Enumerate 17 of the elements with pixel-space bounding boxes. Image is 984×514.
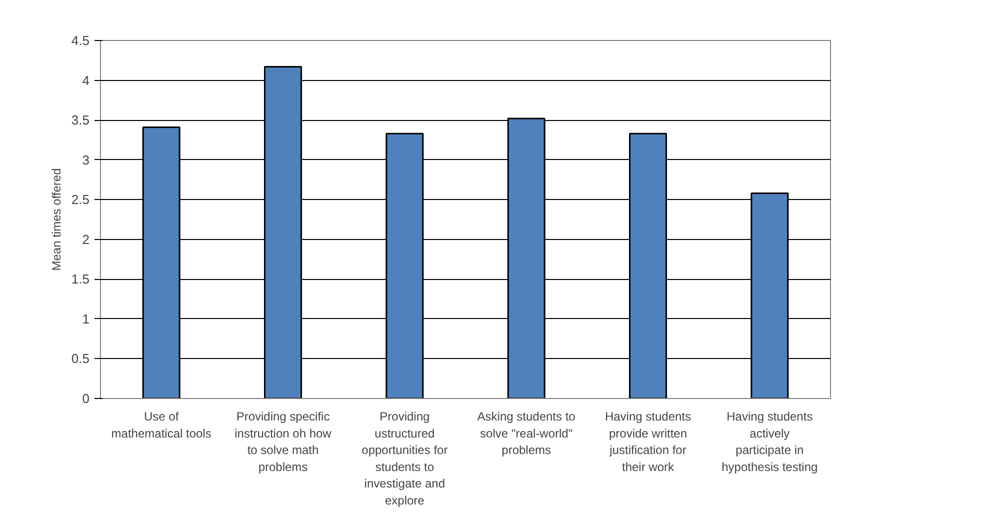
x-tick-label: Having students provide written justification for their work xyxy=(604,410,692,474)
x-tick-label: Asking students to solve "real-world" problems xyxy=(477,410,576,458)
y-tick-label: 4 xyxy=(82,72,90,88)
y-tick-label: 4.5 xyxy=(71,33,90,48)
x-tick-label: Use of mathematical tools xyxy=(111,410,212,440)
y-tick-label: 1.5 xyxy=(71,272,90,287)
y-tick-label: 2 xyxy=(82,232,90,247)
y-tick-label: 1 xyxy=(82,311,90,326)
x-tick-label: Providing ustructured opportunities for students to investigate and explore xyxy=(362,410,448,508)
y-tick-label: 0.5 xyxy=(71,351,90,366)
y-tick-label: 3 xyxy=(82,152,90,168)
y-tick-label: 3.5 xyxy=(71,112,90,128)
x-tick-label: Having students actively participate in hypothesis testing xyxy=(722,410,818,474)
y-tick-label: 2.5 xyxy=(71,192,90,208)
y-axis-title: Mean times offered xyxy=(49,168,64,271)
y-tick-label: 0 xyxy=(82,391,90,406)
x-tick-label: Providing specific instruction oh how to solve math problems xyxy=(234,410,332,474)
